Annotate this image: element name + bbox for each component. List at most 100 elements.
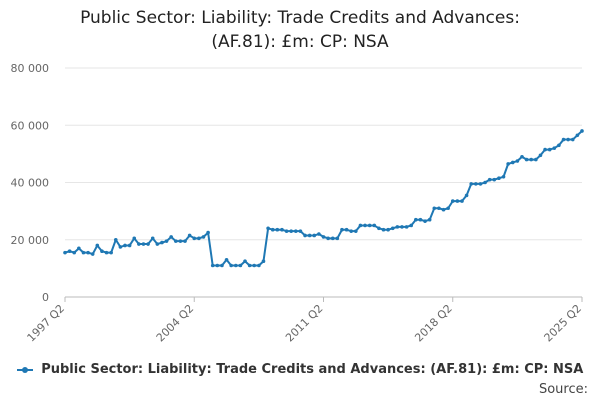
data-point [141,242,146,246]
data-point [483,180,487,185]
chart-title-line-2: (AF.81): £m: CP: NSA [211,32,389,52]
data-point [561,137,566,142]
data-point [206,230,210,235]
data-point [201,235,206,239]
data-point [95,243,100,248]
data-point [220,263,224,268]
data-point [460,199,464,203]
data-point [294,229,298,233]
data-point [178,239,183,243]
data-point [520,154,524,159]
data-point [497,176,501,181]
source-label: Source: [538,382,588,397]
data-point [529,157,534,162]
data-point [261,259,266,264]
data-point [187,233,192,238]
data-point [215,263,220,268]
data-point [423,219,427,223]
data-point [104,250,109,255]
x-tick-label: 2011 Q2 [283,302,326,345]
data-point [349,229,354,233]
data-point [557,143,561,148]
data-point [455,199,460,203]
data-point [464,193,469,198]
data-point [344,227,349,232]
data-point [487,177,492,182]
data-point [492,177,497,182]
data-point [224,257,229,262]
data-point [307,233,312,238]
data-point [515,159,520,163]
data-point [543,147,547,152]
data-point [414,217,418,222]
data-point [109,250,113,255]
data-point [113,237,118,242]
data-point [63,250,67,255]
data-point [229,263,233,268]
data-point [566,137,570,142]
data-point [270,227,275,232]
data-point [418,217,423,222]
data-point [284,229,289,233]
data-point [395,225,400,229]
data-point [427,217,432,222]
legend[interactable]: Public Sector: Liability: Trade Credits … [0,362,600,377]
data-point [238,263,243,268]
data-point [183,239,187,243]
data-point [441,207,446,212]
data-point [321,235,326,239]
data-point [77,246,81,251]
data-point [552,146,557,150]
y-tick-label: 60 000 [11,119,50,132]
data-point [524,157,529,162]
data-point [538,153,543,158]
data-point [386,227,390,232]
data-point [173,239,178,243]
data-point [127,243,132,248]
data-point [266,226,270,231]
y-tick-label: 20 000 [11,234,50,247]
x-tick-label: 2025 Q2 [542,302,585,345]
data-point [478,182,483,186]
data-point [335,236,340,241]
data-point [303,233,307,238]
data-point [409,223,414,228]
data-point [137,242,141,246]
data-point [326,236,330,241]
data-point [90,252,95,256]
y-tick-label: 80 000 [11,62,50,75]
data-point [547,147,552,152]
data-point [474,182,478,186]
chart-title-line-1: Public Sector: Liability: Trade Credits … [80,8,520,28]
data-point [367,223,372,228]
data-point [510,160,515,165]
chart-title: Public Sector: Liability: Trade Credits … [0,6,600,54]
data-point [289,229,293,233]
data-point [72,250,77,255]
data-point [450,199,455,203]
data-point [446,206,450,211]
data-point [469,182,474,186]
data-point [118,245,123,249]
legend-label: Public Sector: Liability: Trade Credits … [41,362,584,377]
data-point [86,250,90,255]
data-point [197,236,201,241]
data-point [330,236,335,241]
data-point [358,223,363,228]
data-point [340,227,344,232]
x-tick-label: 2018 Q2 [412,302,455,345]
data-point [404,225,409,229]
data-point [437,206,441,211]
data-point [243,259,247,264]
data-point [164,239,169,243]
data-point [233,263,238,268]
data-point [317,232,321,236]
data-point [506,162,510,166]
y-tick-label: 0 [42,291,49,304]
data-point [123,243,127,248]
data-point [363,223,367,228]
data-point [381,227,386,232]
data-point [570,137,575,142]
data-point [155,242,160,246]
